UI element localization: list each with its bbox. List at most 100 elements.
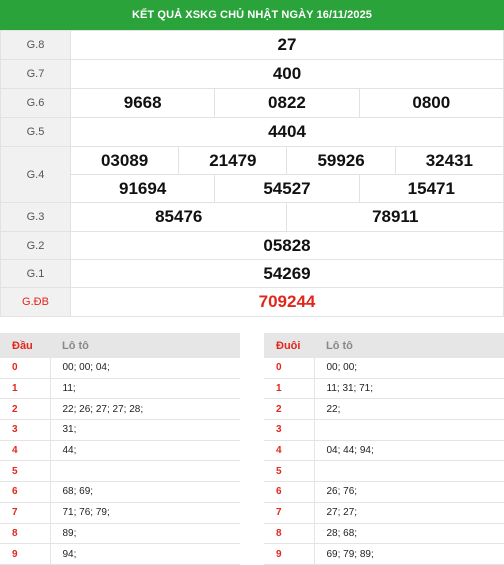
- table-row: 3 31;: [0, 419, 240, 441]
- table-row: 6 26; 76;: [264, 481, 504, 503]
- row-values: 44;: [49, 440, 240, 462]
- prize-number: 54269: [70, 259, 504, 288]
- row-key: 5: [0, 460, 50, 483]
- row-values: 69; 79; 89;: [313, 543, 504, 565]
- table-row: 5: [0, 460, 240, 483]
- prize-number: 91694: [69, 174, 216, 203]
- prize-label: G.7: [0, 59, 71, 89]
- table-row: 4 44;: [0, 440, 240, 462]
- row-key: 8: [264, 523, 314, 545]
- prize-number: 15471: [358, 174, 504, 203]
- prize-number: 27: [70, 30, 504, 60]
- prize-row-g4-bottom: 91694 54527 15471: [1, 174, 504, 203]
- loto-section: Đầu Lô tô 0 00; 00; 04; 1 11; 2 22; 26; 27;…: [0, 333, 504, 565]
- table-row: 1 11; 31; 71;: [264, 378, 504, 400]
- prize-label: G.5: [0, 117, 71, 147]
- row-key: 3: [0, 419, 50, 441]
- table-row: 4 04; 44; 94;: [264, 440, 504, 462]
- row-key: 8: [0, 523, 50, 545]
- prize-label: G.4: [0, 146, 71, 203]
- row-key: 4: [0, 440, 50, 462]
- prize-label: G.6: [0, 88, 71, 118]
- prize-row-g5: G.5 4404: [0, 117, 504, 147]
- row-values: 04; 44; 94;: [313, 440, 504, 462]
- row-values: 22;: [313, 398, 504, 421]
- table-row: 8 28; 68;: [264, 523, 504, 545]
- row-values: 89;: [49, 523, 240, 545]
- row-key: 5: [264, 460, 314, 483]
- prize-row-g6: G.6 9668 0822 0800: [0, 88, 504, 118]
- prize-row-g7: G.7 400: [0, 59, 504, 89]
- row-values: 68; 69;: [49, 481, 240, 503]
- prize-number: 0800: [358, 88, 504, 118]
- row-values: [313, 460, 504, 483]
- row-values: 27; 27;: [313, 502, 504, 524]
- prize-number: 32431: [394, 146, 504, 175]
- prize-row-gdb: G.ĐB 709244: [0, 287, 504, 317]
- prize-number: 78911: [286, 202, 504, 232]
- row-key: 0: [264, 358, 314, 379]
- row-key: 2: [0, 398, 50, 421]
- prize-number: 9668: [69, 88, 216, 118]
- row-key: 2: [264, 398, 314, 421]
- results-title: KẾT QUẢ XSKG CHỦ NHẬT NGÀY 16/11/2025: [131, 9, 373, 21]
- row-values: 26; 76;: [313, 481, 504, 503]
- prize-row-g1: G.1 54269: [0, 259, 504, 288]
- special-prize-number: 709244: [70, 287, 504, 317]
- row-values: 22; 26; 27; 27; 28;: [49, 398, 240, 421]
- row-key: 7: [0, 502, 50, 524]
- row-values: 00; 00;: [313, 358, 504, 379]
- prize-number: 54527: [214, 174, 360, 203]
- row-key: 3: [264, 419, 314, 441]
- prize-number: 03089: [69, 146, 180, 175]
- table-row: 0 00; 00;: [264, 358, 504, 379]
- table-row: 5: [264, 460, 504, 483]
- row-key: 4: [264, 440, 314, 462]
- duoi-header: Đuôi: [264, 333, 314, 358]
- loto-header: Lô tô: [50, 333, 240, 358]
- dau-header: Đầu: [0, 333, 50, 358]
- results-table: G.8 27 G.7 400 G.6 9668 0822 0800 G.5 44…: [0, 30, 504, 317]
- row-values: 11; 31; 71;: [313, 378, 504, 400]
- prize-label: G.3: [0, 202, 71, 232]
- row-key: 9: [264, 543, 314, 565]
- row-key: 9: [0, 543, 50, 565]
- prize-number: 0822: [214, 88, 360, 118]
- prize-number: 59926: [286, 146, 396, 175]
- prize-label: G.1: [0, 259, 71, 288]
- row-key: 6: [264, 481, 314, 503]
- row-key: 1: [264, 378, 314, 400]
- prize-row-g8: G.8 27: [0, 30, 504, 60]
- row-values: 71; 76; 79;: [49, 502, 240, 524]
- table-row: 2 22;: [264, 398, 504, 421]
- prize-label-special: G.ĐB: [0, 287, 71, 317]
- table-row: 2 22; 26; 27; 27; 28;: [0, 398, 240, 421]
- table-row: 8 89;: [0, 523, 240, 545]
- duoi-table: Đuôi Lô tô 0 00; 00; 1 11; 31; 71; 2 22; 3 …: [264, 333, 504, 565]
- prize-row-g2: G.2 05828: [0, 231, 504, 260]
- table-row: 3: [264, 419, 504, 441]
- prize-number: 05828: [70, 231, 504, 260]
- row-values: 00; 00; 04;: [49, 358, 240, 379]
- dau-table: Đầu Lô tô 0 00; 00; 04; 1 11; 2 22; 26; 27;…: [0, 333, 240, 565]
- table-row: 0 00; 00; 04;: [0, 358, 240, 379]
- row-key: 0: [0, 358, 50, 379]
- row-key: 6: [0, 481, 50, 503]
- prize-number: 85476: [69, 202, 288, 232]
- prize-number: 4404: [70, 117, 504, 147]
- row-values: [49, 460, 240, 483]
- prize-row-g4-top: G.4 03089 21479 59926 32431: [0, 146, 504, 203]
- row-values: 31;: [49, 419, 240, 441]
- row-values: 11;: [49, 378, 240, 400]
- row-key: 7: [264, 502, 314, 524]
- prize-label: G.2: [0, 231, 71, 260]
- row-values: 28; 68;: [313, 523, 504, 545]
- row-values: [313, 419, 504, 441]
- table-row: 6 68; 69;: [0, 481, 240, 503]
- loto-header: Lô tô: [314, 333, 504, 358]
- row-values: 94;: [49, 543, 240, 565]
- table-row: 9 69; 79; 89;: [264, 543, 504, 565]
- prize-number: 21479: [178, 146, 288, 175]
- prize-label: G.8: [0, 30, 71, 60]
- table-row: 7 27; 27;: [264, 502, 504, 524]
